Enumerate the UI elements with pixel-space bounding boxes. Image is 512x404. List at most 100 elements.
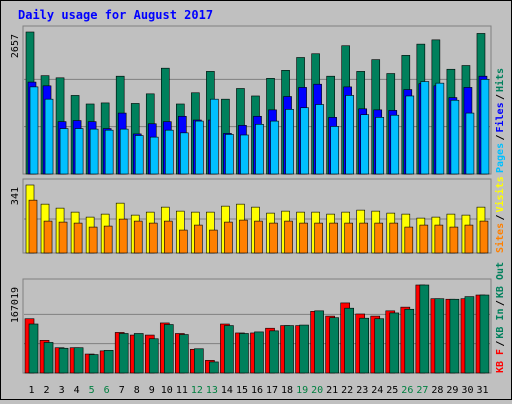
bar-kb-in xyxy=(284,325,294,374)
bar-sites xyxy=(404,226,414,254)
bar-kb-in xyxy=(419,284,430,374)
day-label: 13 xyxy=(206,385,218,396)
bar-sites xyxy=(73,222,83,254)
bar-pages xyxy=(225,134,234,175)
day-label: 6 xyxy=(104,385,110,396)
bar-pages xyxy=(480,79,490,175)
day-label: 27 xyxy=(416,385,428,396)
day-label: 4 xyxy=(74,385,80,396)
day-label: 29 xyxy=(446,385,458,396)
bar-kb-in xyxy=(88,354,99,374)
bar-sites xyxy=(464,224,474,254)
bar-pages xyxy=(420,81,430,175)
bar-sites xyxy=(299,222,308,254)
panel-visits-sites: 341 Sites / Visits xyxy=(10,176,506,254)
panel-hits-files-pages: 2657 Pages / Files / Hits xyxy=(10,25,506,175)
panel-kbf-kbin-kbout: 167019 KB F / KB In / KB Out xyxy=(10,262,506,374)
legend-separator: / xyxy=(495,300,506,306)
bar-kb-in xyxy=(374,318,385,374)
legend-separator: / xyxy=(495,214,506,220)
day-label: 15 xyxy=(236,385,248,396)
day-label: 24 xyxy=(371,385,383,396)
day-label: 10 xyxy=(161,385,173,396)
bar-kb-in xyxy=(479,294,490,374)
day-label: 23 xyxy=(356,385,368,396)
day-label: 30 xyxy=(461,385,473,396)
bar-sites xyxy=(179,229,188,254)
bar-kb-in xyxy=(464,296,475,374)
max-label: 167019 xyxy=(10,287,21,323)
bar-pages xyxy=(330,126,339,175)
legend-separator: / xyxy=(495,94,506,100)
bar-pages xyxy=(450,99,460,175)
day-label: 25 xyxy=(386,385,398,396)
day-label: 12 xyxy=(191,385,203,396)
legend-visits-sites: Sites / Visits xyxy=(494,176,506,253)
day-label: 21 xyxy=(326,385,338,396)
bar-kb-in xyxy=(28,323,39,374)
bar-pages xyxy=(255,123,264,175)
legend-label: Files xyxy=(494,102,506,132)
bar-sites xyxy=(254,220,263,254)
bar-pages xyxy=(375,117,385,175)
legend-label: KB F xyxy=(495,349,506,373)
day-label: 22 xyxy=(341,385,353,396)
bar-kb-in xyxy=(118,333,129,374)
bar-kb-in xyxy=(179,334,189,374)
bar-kb-in xyxy=(389,312,400,374)
day-label: 17 xyxy=(266,385,278,396)
max-label: 341 xyxy=(10,187,21,205)
bar-kb-in xyxy=(209,361,219,374)
bar-sites xyxy=(224,221,233,254)
bar-pages xyxy=(270,120,279,175)
bar-pages xyxy=(315,104,324,175)
bar-sites xyxy=(419,224,429,254)
bar-sites xyxy=(239,219,248,254)
day-label: 16 xyxy=(251,385,263,396)
day-label: 11 xyxy=(176,385,188,396)
bar-kb-in xyxy=(269,330,279,374)
bar-kb-in xyxy=(254,331,264,374)
bar-kb-in xyxy=(103,350,114,374)
bar-pages xyxy=(89,128,99,175)
bar-sites xyxy=(209,229,218,254)
bar-pages xyxy=(360,114,370,175)
bar-sites xyxy=(479,220,489,254)
chart-title: Daily usage for August 2017 xyxy=(18,8,213,22)
legend-separator: / xyxy=(495,134,506,140)
max-label: 2657 xyxy=(10,34,21,58)
bar-pages xyxy=(29,86,39,175)
bar-kb-in xyxy=(239,333,249,374)
bar-kb-in xyxy=(43,342,54,374)
day-label: 18 xyxy=(281,385,293,396)
day-labels: 1 2 3 4 5 6 7 8 9 10 11 12 13 14 15 16 17 18 19 20 21 22 23 24 2… xyxy=(29,385,489,396)
legend-label: Hits xyxy=(494,68,506,92)
bar-kb-in xyxy=(314,310,324,374)
bar-kb-in xyxy=(163,324,174,374)
bar-pages xyxy=(134,135,144,175)
legend-label: Pages xyxy=(495,143,506,173)
bar-sites xyxy=(389,222,399,254)
bar-pages xyxy=(465,112,475,175)
bar-sites xyxy=(269,222,278,254)
day-label: 2 xyxy=(44,385,50,396)
bar-sites xyxy=(133,220,143,254)
day-label: 3 xyxy=(59,385,65,396)
bar-sites xyxy=(344,222,353,254)
bar-pages xyxy=(345,95,354,175)
bar-sites xyxy=(449,226,459,254)
bar-kb-in xyxy=(58,347,69,374)
bar-kb-in xyxy=(224,325,234,374)
bar-kb-in xyxy=(359,317,370,374)
day-label: 19 xyxy=(296,385,308,396)
bar-pages xyxy=(149,136,159,175)
legend-label: Visits xyxy=(494,176,506,212)
bar-sites xyxy=(118,218,128,254)
bar-pages xyxy=(240,134,249,175)
bar-sites xyxy=(329,222,338,254)
legend-hits-files-pages: Pages / Files / Hits xyxy=(494,68,506,173)
bar-pages xyxy=(195,120,204,175)
bar-pages xyxy=(285,109,294,175)
legend-separator: / xyxy=(495,341,506,347)
bar-sites xyxy=(148,222,158,254)
